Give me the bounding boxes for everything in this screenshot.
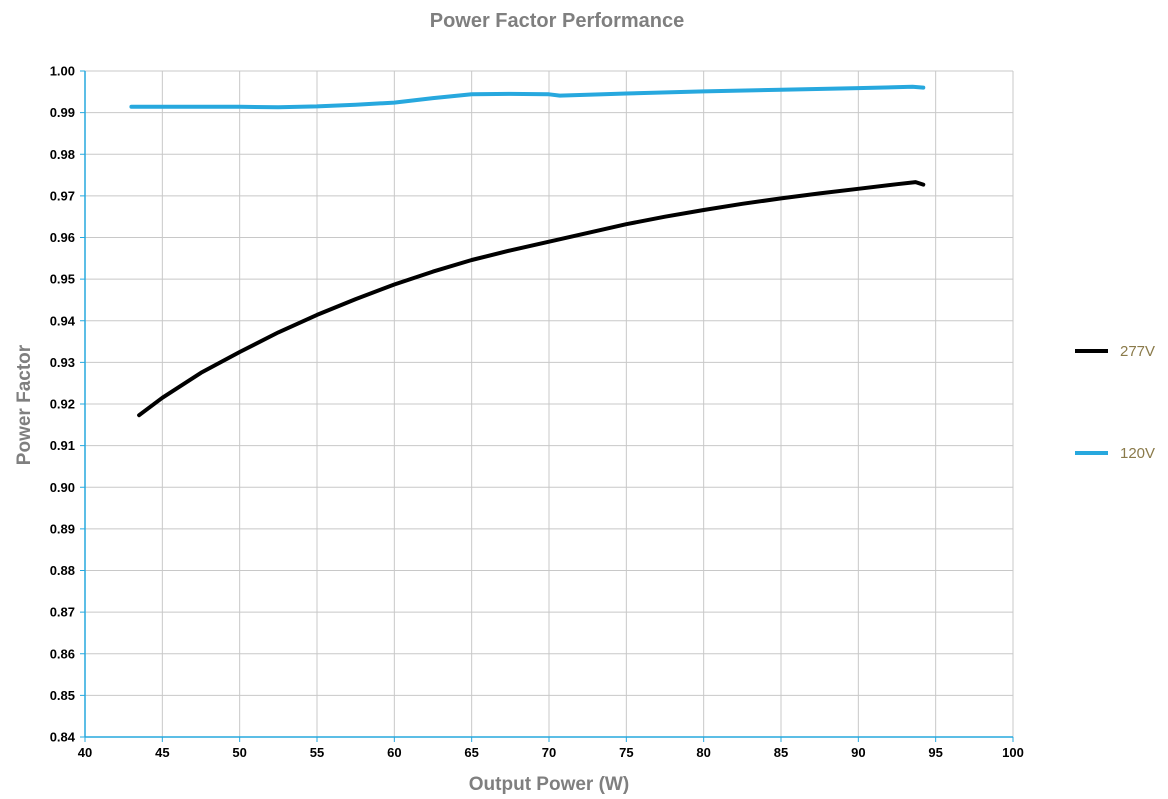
x-tick-label: 90 <box>851 745 865 760</box>
legend-label-277v: 277V <box>1120 343 1155 360</box>
legend-label-120v: 120V <box>1120 445 1155 462</box>
legend: 277V 120V <box>1075 343 1155 462</box>
y-tick-label: 0.89 <box>50 521 75 536</box>
y-tick-label: 0.86 <box>50 646 75 661</box>
x-tick-label: 40 <box>78 745 92 760</box>
chart-title: Power Factor Performance <box>430 10 685 32</box>
y-axis-title: Power Factor <box>14 344 35 465</box>
y-tick-label: 0.92 <box>50 397 75 412</box>
y-tick-label: 0.93 <box>50 355 75 370</box>
series-lines <box>129 84 926 418</box>
x-tick-labels: 40 45 50 55 60 65 70 75 80 85 90 95 100 <box>78 745 1024 760</box>
x-tick-label: 70 <box>542 745 556 760</box>
y-tick-label: 0.94 <box>50 313 76 328</box>
series-line-120v <box>129 84 926 110</box>
axes <box>80 70 1014 742</box>
y-tick-label: 0.96 <box>50 230 75 245</box>
y-tick-label: 0.95 <box>50 272 75 287</box>
y-tick-label: 0.91 <box>50 438 75 453</box>
x-tick-label: 95 <box>928 745 942 760</box>
y-tick-label: 0.97 <box>50 188 75 203</box>
x-tick-label: 75 <box>619 745 633 760</box>
y-tick-label: 0.99 <box>50 105 75 120</box>
y-tick-label: 0.84 <box>50 730 76 745</box>
x-tick-label: 100 <box>1002 745 1024 760</box>
x-axis-title: Output Power (W) <box>469 774 629 795</box>
grid <box>84 70 1014 738</box>
y-tick-label: 0.98 <box>50 147 75 162</box>
x-tick-label: 85 <box>774 745 788 760</box>
y-tick-labels: 0.84 0.85 0.86 0.87 0.88 0.89 0.90 0.91 0.92 0.93… <box>50 64 76 745</box>
series-line-277v <box>137 180 926 418</box>
x-tick-label: 45 <box>155 745 169 760</box>
y-tick-label: 0.88 <box>50 563 75 578</box>
x-tick-label: 55 <box>310 745 324 760</box>
y-tick-label: 1.00 <box>50 64 75 79</box>
x-tick-label: 65 <box>464 745 478 760</box>
x-tick-label: 80 <box>696 745 710 760</box>
y-tick-label: 0.90 <box>50 480 75 495</box>
y-tick-label: 0.85 <box>50 688 75 703</box>
x-tick-label: 50 <box>232 745 246 760</box>
x-tick-label: 60 <box>387 745 401 760</box>
y-tick-label: 0.87 <box>50 605 75 620</box>
